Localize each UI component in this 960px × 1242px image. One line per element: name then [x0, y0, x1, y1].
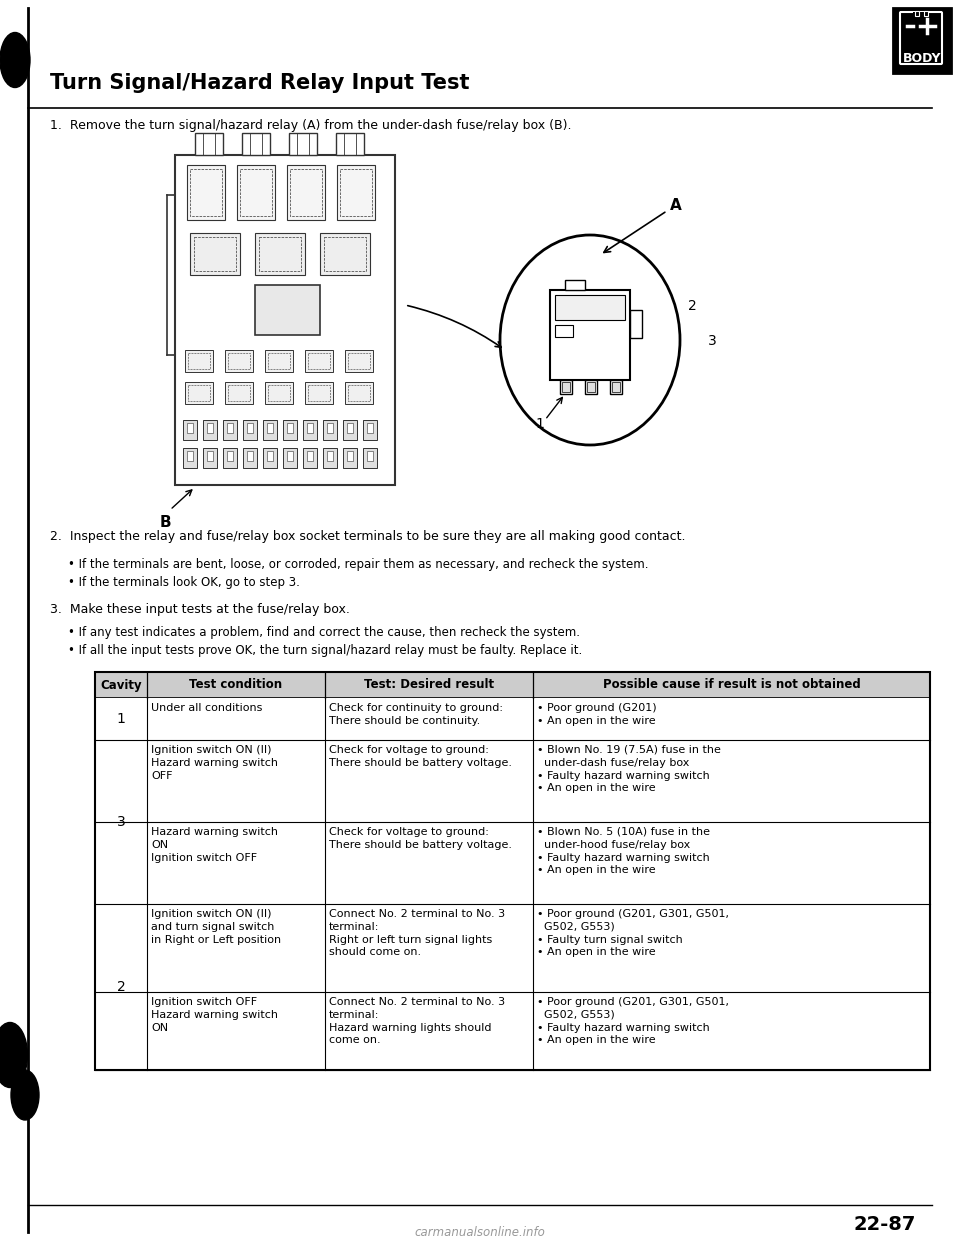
Bar	[343, 420, 357, 440]
Bar	[343, 448, 357, 468]
Bar	[323, 448, 337, 468]
Bar	[227, 451, 233, 461]
Bar	[348, 385, 370, 401]
FancyBboxPatch shape	[242, 133, 270, 155]
Bar	[562, 383, 570, 392]
Bar	[345, 383, 373, 404]
Bar	[345, 350, 373, 373]
Bar	[307, 424, 313, 433]
Bar	[237, 165, 275, 220]
Text: Test: Desired result: Test: Desired result	[364, 678, 494, 692]
Bar	[95, 740, 930, 822]
Bar	[228, 353, 250, 369]
Bar	[265, 383, 293, 404]
Bar	[267, 451, 273, 461]
Text: 2: 2	[116, 980, 126, 994]
Bar	[303, 448, 317, 468]
Bar	[893, 7, 951, 73]
Bar	[95, 904, 930, 992]
Ellipse shape	[11, 1071, 39, 1120]
Text: Check for voltage to ground:
There should be battery voltage.: Check for voltage to ground: There shoul…	[329, 745, 512, 768]
Text: • Poor ground (G201, G301, G501,
  G502, G553)
• Faulty hazard warning switch
• : • Poor ground (G201, G301, G501, G502, G…	[537, 997, 729, 1046]
Text: 1: 1	[535, 417, 544, 431]
Bar	[587, 383, 595, 392]
Bar	[303, 420, 317, 440]
Bar	[283, 448, 297, 468]
Text: 1.  Remove the turn signal/hazard relay (A) from the under-dash fuse/relay box (: 1. Remove the turn signal/hazard relay (…	[50, 119, 571, 133]
Bar	[247, 424, 253, 433]
Bar	[560, 380, 572, 394]
Bar	[247, 451, 253, 461]
Bar	[327, 424, 333, 433]
Bar	[255, 284, 320, 335]
Bar	[185, 383, 213, 404]
Text: Test condition: Test condition	[189, 678, 282, 692]
Text: Ignition switch ON (II)
and turn signal switch
in Right or Left position: Ignition switch ON (II) and turn signal …	[151, 909, 281, 945]
Bar	[367, 424, 373, 433]
Bar	[340, 169, 372, 216]
Ellipse shape	[500, 235, 680, 445]
Bar	[225, 350, 253, 373]
Text: Cavity: Cavity	[100, 678, 142, 692]
Bar	[227, 424, 233, 433]
Bar	[185, 350, 213, 373]
Text: carmanualsonline.info: carmanualsonline.info	[415, 1226, 545, 1238]
Text: 3: 3	[116, 815, 126, 828]
Bar	[95, 822, 930, 904]
Bar	[287, 424, 293, 433]
Text: 22-87: 22-87	[853, 1216, 916, 1235]
Bar	[263, 420, 277, 440]
Bar	[287, 451, 293, 461]
Text: B: B	[159, 515, 171, 530]
Bar	[243, 420, 257, 440]
Text: • If any test indicates a problem, find and correct the cause, then recheck the : • If any test indicates a problem, find …	[68, 626, 580, 638]
Bar	[228, 385, 250, 401]
Bar	[307, 451, 313, 461]
Text: 2: 2	[688, 299, 697, 313]
Text: Ignition switch OFF
Hazard warning switch
ON: Ignition switch OFF Hazard warning switc…	[151, 997, 278, 1032]
Bar	[95, 672, 930, 698]
Text: Under all conditions: Under all conditions	[151, 703, 262, 713]
Bar	[268, 353, 290, 369]
Bar	[188, 385, 210, 401]
Text: • Poor ground (G201)
• An open in the wire: • Poor ground (G201) • An open in the wi…	[537, 703, 657, 725]
Text: Connect No. 2 terminal to No. 3
terminal:
Hazard warning lights should
come on.: Connect No. 2 terminal to No. 3 terminal…	[329, 997, 505, 1046]
FancyBboxPatch shape	[289, 133, 317, 155]
Text: • Blown No. 19 (7.5A) fuse in the
  under-dash fuse/relay box
• Faulty hazard wa: • Blown No. 19 (7.5A) fuse in the under-…	[537, 745, 721, 794]
Bar	[347, 451, 353, 461]
Text: • Blown No. 5 (10A) fuse in the
  under-hood fuse/relay box
• Faulty hazard warn: • Blown No. 5 (10A) fuse in the under-ho…	[537, 827, 710, 876]
Text: 3: 3	[708, 334, 717, 348]
Bar	[95, 698, 930, 740]
Text: Check for continuity to ground:
There should be continuity.: Check for continuity to ground: There sh…	[329, 703, 503, 725]
Bar	[337, 165, 375, 220]
Bar	[203, 448, 217, 468]
Text: 3.  Make these input tests at the fuse/relay box.: 3. Make these input tests at the fuse/re…	[50, 604, 349, 616]
FancyBboxPatch shape	[336, 133, 364, 155]
Bar	[323, 420, 337, 440]
Bar	[267, 424, 273, 433]
Bar	[190, 233, 240, 274]
Bar	[243, 448, 257, 468]
Bar	[255, 233, 305, 274]
Bar	[327, 451, 333, 461]
Bar	[268, 385, 290, 401]
Bar	[187, 424, 193, 433]
Bar	[585, 380, 597, 394]
Bar	[223, 420, 237, 440]
Bar	[363, 448, 377, 468]
Bar	[913, 12, 927, 16]
Bar	[550, 289, 630, 380]
Bar	[565, 279, 585, 289]
Bar	[183, 448, 197, 468]
Bar	[183, 420, 197, 440]
Bar	[188, 353, 210, 369]
Bar	[207, 424, 213, 433]
Bar	[240, 169, 272, 216]
Bar	[367, 451, 373, 461]
Bar	[283, 420, 297, 440]
Bar	[347, 424, 353, 433]
Text: Ignition switch ON (II)
Hazard warning switch
OFF: Ignition switch ON (II) Hazard warning s…	[151, 745, 278, 781]
Text: 2.  Inspect the relay and fuse/relay box socket terminals to be sure they are al: 2. Inspect the relay and fuse/relay box …	[50, 530, 685, 543]
Bar	[610, 380, 622, 394]
Text: Hazard warning switch
ON
Ignition switch OFF: Hazard warning switch ON Ignition switch…	[151, 827, 278, 863]
